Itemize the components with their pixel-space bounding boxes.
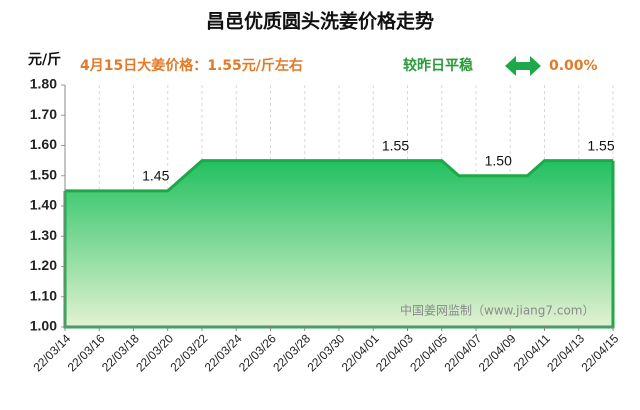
change-value: 0.00% xyxy=(549,58,598,74)
y-tick-label: 1.00 xyxy=(30,318,57,334)
value-label: 1.50 xyxy=(485,152,512,168)
y-tick-label: 1.40 xyxy=(30,197,57,213)
line xyxy=(65,159,613,193)
chart-title: 昌邑优质圆头洗姜价格走势 xyxy=(206,10,434,33)
y-tick-label: 1.70 xyxy=(30,106,57,122)
value-label: 1.55 xyxy=(382,137,409,153)
y-tick-label: 1.20 xyxy=(30,257,57,273)
y-tick-label: 1.10 xyxy=(30,287,57,303)
value-label: 1.45 xyxy=(142,168,169,184)
area xyxy=(65,160,613,327)
value-label: 1.55 xyxy=(587,137,614,153)
x-tick-label: 22/04/09 xyxy=(476,331,519,374)
y-tick-label: 1.60 xyxy=(30,136,57,152)
x-tick-label: 22/04/15 xyxy=(578,331,621,374)
y-tick-label: 1.80 xyxy=(30,76,57,92)
subtitle: 4月15日大姜价格：1.55元/斤左右 xyxy=(80,57,303,74)
y-tick-label: 1.50 xyxy=(30,166,57,182)
y-axis-label: 元/斤 xyxy=(28,51,61,68)
change-text: 较昨日平稳 xyxy=(403,57,473,74)
y-tick-label: 1.30 xyxy=(30,227,57,243)
watermark: 中国姜网监制（www.jiang7.com） xyxy=(400,303,594,318)
change-arrow xyxy=(505,56,541,76)
